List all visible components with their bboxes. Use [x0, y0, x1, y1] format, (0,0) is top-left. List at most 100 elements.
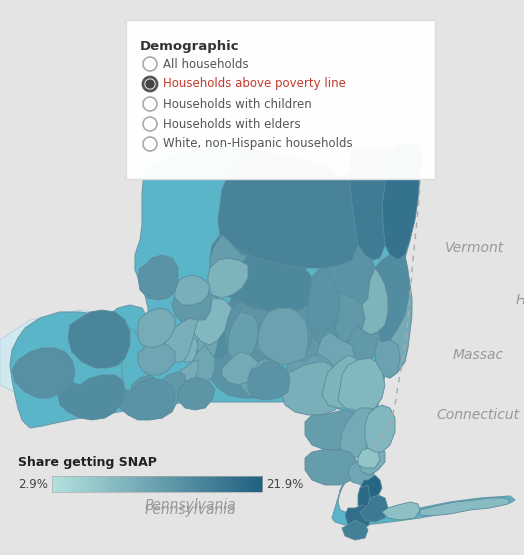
Polygon shape	[282, 362, 345, 415]
Bar	[147, 476, 149, 492]
Bar	[111, 476, 113, 492]
Bar	[191, 476, 193, 492]
Bar	[108, 476, 111, 492]
Polygon shape	[382, 145, 422, 260]
Polygon shape	[362, 268, 388, 335]
Bar	[256, 476, 258, 492]
Circle shape	[146, 80, 154, 88]
Bar	[208, 476, 210, 492]
Bar	[187, 476, 189, 492]
Bar	[151, 476, 154, 492]
Polygon shape	[348, 458, 375, 485]
Polygon shape	[342, 520, 368, 540]
Polygon shape	[308, 245, 375, 355]
Bar	[117, 476, 119, 492]
Bar	[235, 476, 237, 492]
Bar	[140, 476, 143, 492]
Polygon shape	[173, 275, 210, 305]
Polygon shape	[68, 310, 130, 368]
Bar	[132, 476, 134, 492]
Polygon shape	[258, 308, 308, 365]
Bar	[226, 476, 229, 492]
Bar	[64, 476, 67, 492]
Text: Massac: Massac	[453, 348, 504, 362]
Bar	[58, 476, 61, 492]
Polygon shape	[178, 378, 215, 410]
Bar	[67, 476, 69, 492]
Bar	[178, 476, 181, 492]
Bar	[54, 476, 57, 492]
Bar	[210, 476, 212, 492]
FancyBboxPatch shape	[126, 20, 435, 179]
Text: H: H	[516, 293, 524, 307]
Bar	[90, 476, 92, 492]
Polygon shape	[358, 485, 370, 510]
Bar	[252, 476, 254, 492]
Polygon shape	[360, 475, 382, 498]
Polygon shape	[338, 358, 385, 412]
Bar	[166, 476, 168, 492]
Bar	[77, 476, 80, 492]
Polygon shape	[238, 358, 285, 398]
Polygon shape	[195, 295, 225, 362]
Polygon shape	[340, 408, 385, 458]
Polygon shape	[358, 440, 385, 475]
Polygon shape	[12, 348, 75, 398]
Polygon shape	[218, 150, 358, 268]
Bar	[212, 476, 214, 492]
Polygon shape	[182, 320, 205, 352]
Text: 21.9%: 21.9%	[266, 477, 303, 491]
Polygon shape	[222, 352, 258, 385]
Text: Share getting SNAP: Share getting SNAP	[18, 456, 157, 469]
Bar	[121, 476, 124, 492]
Polygon shape	[365, 405, 395, 452]
Bar	[220, 476, 223, 492]
Text: Connecticut: Connecticut	[436, 408, 519, 422]
Polygon shape	[305, 410, 360, 450]
Bar	[85, 476, 88, 492]
Polygon shape	[358, 448, 380, 468]
Bar	[126, 476, 128, 492]
Polygon shape	[318, 332, 355, 375]
Polygon shape	[210, 235, 248, 295]
Bar	[100, 476, 103, 492]
Bar	[94, 476, 96, 492]
Polygon shape	[248, 362, 290, 400]
Bar	[98, 476, 101, 492]
Bar	[75, 476, 78, 492]
Bar	[60, 476, 63, 492]
Bar	[260, 476, 263, 492]
Polygon shape	[10, 145, 515, 525]
Polygon shape	[130, 372, 185, 418]
Polygon shape	[368, 255, 410, 342]
Bar	[149, 476, 151, 492]
Bar	[224, 476, 227, 492]
Polygon shape	[208, 298, 285, 398]
Polygon shape	[305, 450, 358, 485]
Bar	[130, 476, 132, 492]
Polygon shape	[360, 495, 388, 522]
Polygon shape	[208, 258, 248, 298]
Bar	[83, 476, 86, 492]
Bar	[193, 476, 195, 492]
Bar	[136, 476, 139, 492]
Bar	[69, 476, 71, 492]
Bar	[143, 476, 145, 492]
Text: Demographic: Demographic	[140, 40, 239, 53]
Bar	[155, 476, 158, 492]
Polygon shape	[335, 292, 365, 342]
Bar	[214, 476, 216, 492]
Bar	[233, 476, 235, 492]
Polygon shape	[138, 342, 175, 375]
Bar	[231, 476, 233, 492]
Bar	[258, 476, 260, 492]
Polygon shape	[130, 130, 340, 185]
Polygon shape	[420, 498, 510, 516]
Polygon shape	[210, 235, 312, 312]
Bar	[184, 476, 187, 492]
Polygon shape	[375, 338, 400, 378]
Polygon shape	[322, 355, 370, 408]
Bar	[52, 476, 262, 492]
Bar	[163, 476, 166, 492]
Bar	[115, 476, 117, 492]
